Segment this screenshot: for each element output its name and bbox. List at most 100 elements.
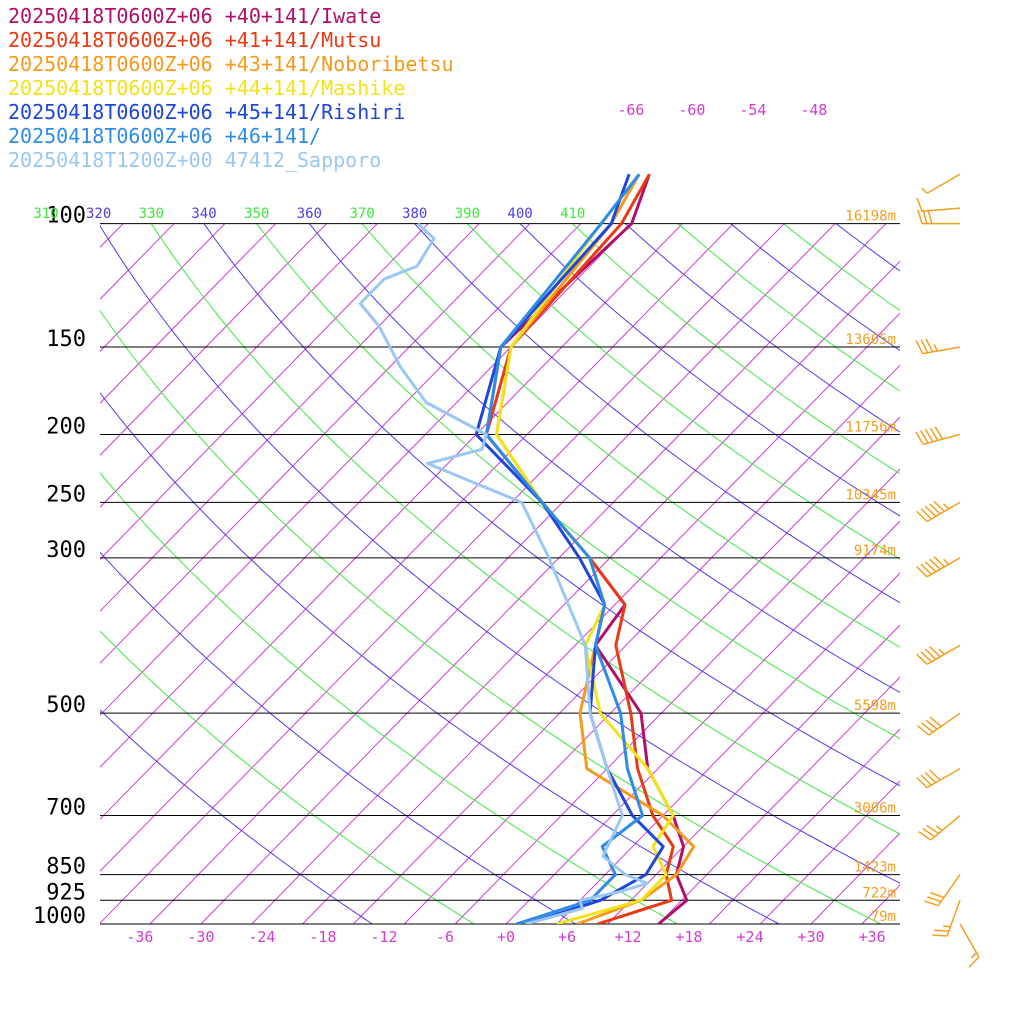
barb-half-flag <box>921 187 928 194</box>
barb-staff <box>926 173 961 194</box>
legend-entry: 20250418T0600Z+06 +46+141/ <box>8 124 322 148</box>
isotherm-line <box>607 624 900 924</box>
temperature-tick-label: +0 <box>497 928 515 946</box>
wind-barb <box>916 644 961 665</box>
barb-flag <box>920 563 932 575</box>
barb-flag <box>922 209 928 224</box>
barb-flag <box>934 929 949 933</box>
barb-flag <box>916 197 923 212</box>
pressure-label: 850 <box>46 855 86 880</box>
isotherm-line <box>505 520 900 924</box>
isotherm-line <box>403 416 900 924</box>
isotherm-line <box>964 224 1024 924</box>
theta-line <box>361 224 900 648</box>
theta-line <box>624 224 900 433</box>
barb-flag <box>933 500 945 512</box>
theta-line <box>100 551 577 924</box>
barb-flag <box>915 431 924 445</box>
theta-line <box>835 224 900 272</box>
isotherm-line <box>100 224 582 716</box>
barb-flag <box>916 566 928 578</box>
barb-staff <box>946 900 961 937</box>
height-label: 3006m <box>854 801 896 817</box>
theta-line <box>466 224 900 560</box>
wind-barb <box>932 900 961 937</box>
height-label: 79m <box>871 909 896 925</box>
theta-label: 370 <box>349 206 374 222</box>
pressure-label: 700 <box>46 796 86 821</box>
isotherm-line <box>100 224 226 352</box>
legend-entry: 20250418T1200Z+00 47412_Sapporo <box>8 148 382 172</box>
theta-line <box>100 709 374 924</box>
isotherm-line <box>1015 224 1024 924</box>
theta-line <box>414 224 900 604</box>
theta-line <box>100 225 900 884</box>
theta-label: 330 <box>139 206 164 222</box>
height-label: 9174m <box>854 543 896 559</box>
isotherm-line <box>0 224 21 924</box>
barb-flag <box>924 648 937 660</box>
barb-flag <box>925 338 934 353</box>
temperature-tick-label: -24 <box>248 928 275 946</box>
barb-staff <box>959 923 980 958</box>
isotherm-line <box>100 224 785 924</box>
barb-half-flag <box>942 558 950 565</box>
isotherm-line <box>100 224 327 456</box>
isotherm-line <box>353 364 900 924</box>
isotherm-line <box>302 312 900 924</box>
wind-barb <box>915 338 961 355</box>
isotherm-label: -54 <box>739 101 766 119</box>
wind-barb <box>959 923 980 968</box>
pressure-label: 500 <box>46 693 86 718</box>
profile-line <box>484 173 675 924</box>
wind-barb <box>916 197 961 213</box>
barb-flag <box>924 771 937 784</box>
theta-label: 350 <box>244 206 269 222</box>
profile-line <box>484 173 645 924</box>
isotherm-line <box>100 224 480 612</box>
barb-flag <box>929 716 942 727</box>
isotherm-line <box>100 224 683 820</box>
theta-label: 310 <box>33 206 58 222</box>
theta-label: 390 <box>455 206 480 222</box>
barb-flag <box>915 340 924 354</box>
barb-staff <box>926 501 961 523</box>
height-label: 10345m <box>845 487 896 503</box>
barb-flag <box>926 824 939 835</box>
pressure-label: 100 <box>46 204 86 229</box>
theta-line <box>256 224 900 740</box>
isotherm-line <box>149 224 836 924</box>
isotherm-line <box>658 676 900 924</box>
height-label: 5598m <box>854 698 896 714</box>
height-label: 16198m <box>845 209 896 225</box>
temperature-tick-label: +36 <box>859 928 886 946</box>
barb-flag <box>924 561 937 573</box>
legend-entry: 20250418T0600Z+06 +40+141/Iwate <box>8 4 382 28</box>
theta-label: 360 <box>297 206 322 222</box>
barb-flag <box>929 558 941 570</box>
theta-line <box>677 224 900 392</box>
isotherm-line <box>100 224 632 768</box>
barb-staff <box>926 644 961 665</box>
barb-flag <box>920 339 929 354</box>
barb-flag <box>922 827 936 838</box>
isotherm-line <box>100 224 175 300</box>
isotherm-line <box>810 832 900 924</box>
isotherm-line <box>709 728 900 924</box>
barb-flag <box>920 774 932 786</box>
barb-flag <box>925 719 938 730</box>
theta-line <box>150 224 900 835</box>
theta-line <box>100 309 882 924</box>
legend: 20250418T0600Z+06 +40+141/Iwate 20250418T… <box>8 4 454 172</box>
isotherm-line <box>454 468 900 924</box>
barb-half-flag <box>935 825 943 831</box>
barb-flag <box>929 646 941 658</box>
legend-entry: 20250418T0600Z+06 +44+141/Mashike <box>8 76 406 100</box>
barb-flag <box>920 651 932 663</box>
pressure-label: 200 <box>46 414 86 439</box>
temperature-tick-label: +12 <box>614 928 641 946</box>
wind-barb <box>916 767 961 789</box>
series-layer <box>358 173 696 924</box>
